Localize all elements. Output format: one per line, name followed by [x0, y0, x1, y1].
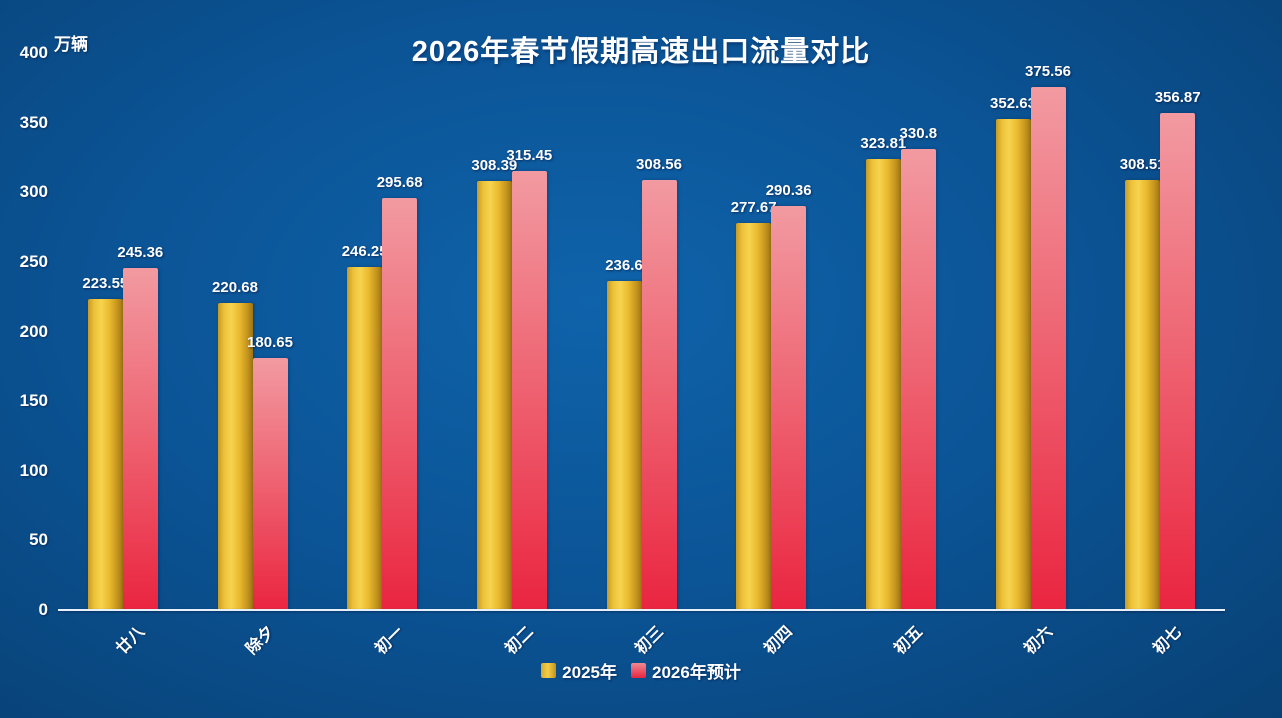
bar-value-label: 352.63	[990, 94, 1036, 112]
bar-value-label: 308.39	[471, 156, 518, 174]
bar-value-label: 308.51	[1119, 156, 1166, 174]
y-tick-label: 250	[19, 251, 48, 271]
bar-2026年预计-初二[interactable]	[511, 170, 547, 610]
bar-value-label: 323.81	[860, 135, 907, 153]
bar-2026年预计-初一[interactable]	[382, 198, 418, 610]
bar-2026年预计-初六[interactable]	[1030, 87, 1066, 610]
y-tick-label: 350	[19, 112, 48, 132]
bar-value-label: 220.68	[212, 278, 258, 296]
bar-2026年预计-除夕[interactable]	[252, 358, 288, 610]
bar-value-label: 236.6	[605, 256, 643, 274]
y-tick-label: 50	[29, 530, 48, 550]
bar-value-label: 223.55	[82, 274, 129, 292]
bar-2025年-初六[interactable]	[995, 118, 1031, 610]
plot-area: 0 50 100 150 200 250 300 350 400 223.55 245.36 220.…	[19, 43, 1201, 619]
y-tick-label: 300	[19, 182, 48, 202]
bar-2025年-初五[interactable]	[865, 159, 901, 610]
bar-value-label: 277.67	[730, 199, 777, 217]
bar-value-label: 308.56	[636, 156, 682, 174]
bar-value-label: 330.8	[899, 125, 938, 143]
bar-2025年-初三[interactable]	[606, 280, 642, 610]
legend-item-2025年[interactable]: 2025年	[541, 658, 617, 683]
y-axis-unit: 万辆	[54, 35, 88, 54]
bar-value-label: 180.65	[247, 334, 293, 352]
bar-value-label: 246.25	[341, 243, 388, 261]
y-tick-label: 200	[19, 321, 48, 341]
legend-label: 2025年	[562, 663, 617, 682]
x-axis-line	[58, 609, 1225, 611]
bar-value-label: 245.36	[117, 244, 164, 262]
bar-2026年预计-廿八[interactable]	[122, 268, 158, 610]
bar-value-label: 356.87	[1154, 89, 1201, 107]
legend-label: 2026年预计	[652, 663, 741, 682]
bar-2026年预计-初五[interactable]	[900, 149, 936, 610]
bar-2025年-初七[interactable]	[1125, 180, 1161, 610]
y-tick-label: 400	[19, 43, 48, 62]
y-tick-label: 0	[38, 600, 48, 619]
y-tick-label: 100	[19, 460, 48, 480]
legend-item-2026年预计[interactable]: 2026年预计	[631, 658, 741, 683]
legend: 2025年 2026年预计	[0, 658, 1282, 683]
bar-2026年预计-初三[interactable]	[641, 180, 677, 610]
bar-2025年-初二[interactable]	[476, 180, 512, 610]
bar-2025年-除夕[interactable]	[217, 302, 253, 610]
bar-value-label: 295.68	[376, 174, 423, 192]
legend-swatch-icon	[541, 663, 557, 678]
y-tick-label: 150	[19, 391, 48, 411]
bar-2025年-初四[interactable]	[736, 223, 772, 610]
chart-title: 2026年春节假期高速出口流量对比	[411, 36, 871, 68]
bar-2026年预计-初四[interactable]	[771, 205, 807, 610]
bar-value-label: 375.56	[1025, 63, 1071, 81]
bar-2025年-初一[interactable]	[347, 267, 383, 610]
bar-value-label: 315.45	[506, 146, 553, 164]
legend-swatch-icon	[631, 663, 646, 678]
bar-2025年-廿八[interactable]	[87, 298, 123, 610]
bar-value-label: 290.36	[765, 181, 812, 199]
bar-2026年预计-初七[interactable]	[1160, 113, 1196, 610]
